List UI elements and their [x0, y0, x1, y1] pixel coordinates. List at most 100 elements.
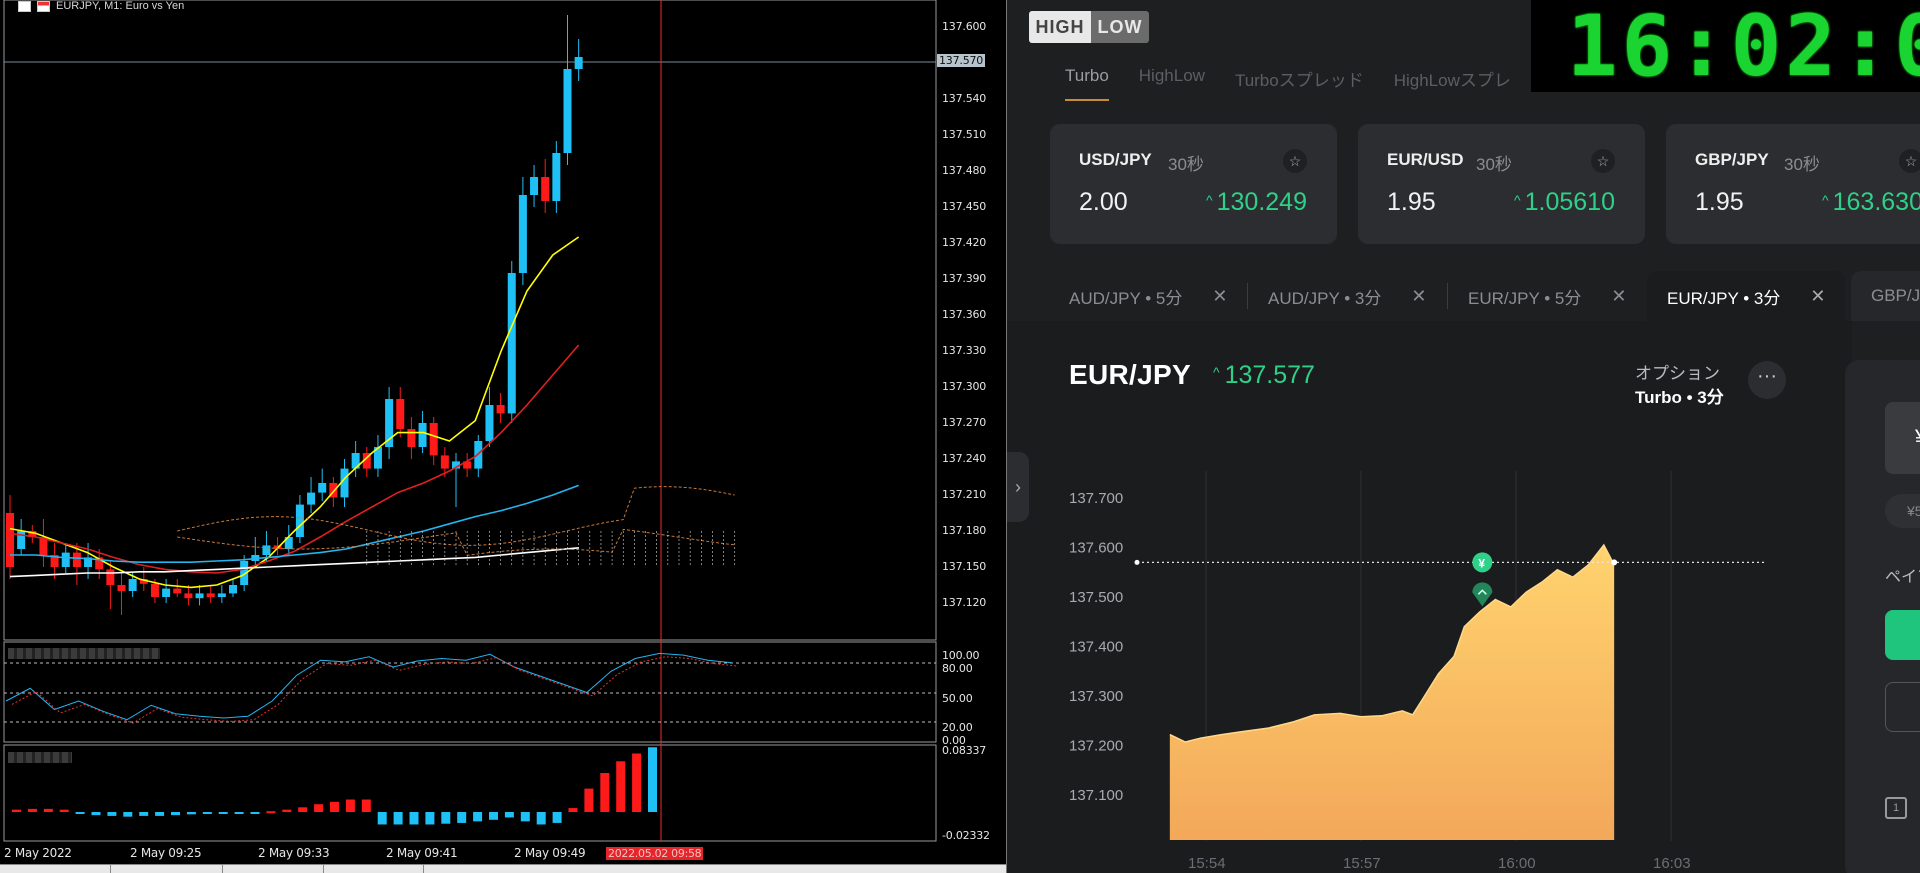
- favorite-star-icon[interactable]: ☆: [1899, 149, 1920, 173]
- trade-panel: ¥ ¥5 ペイア 1: [1845, 360, 1920, 873]
- candle-body: [61, 552, 70, 567]
- asset-tabs: AUD/JPY • 5分 ✕ AUD/JPY • 3分 ✕ EUR/JPY • 5分…: [1007, 271, 1920, 321]
- favorite-star-icon[interactable]: ☆: [1591, 149, 1615, 173]
- histogram-bar: [489, 812, 498, 820]
- highlow-logo[interactable]: HIGH LOW: [1029, 11, 1149, 43]
- asset-tab-active[interactable]: EUR/JPY • 3分 ✕: [1647, 271, 1846, 321]
- x-axis-label: 16:03: [1653, 855, 1691, 872]
- chart-price: ^ 137.577: [1213, 361, 1315, 390]
- asset-tab[interactable]: GBP/JPY: [1851, 271, 1920, 321]
- tab-highlow[interactable]: HighLow: [1138, 66, 1205, 85]
- tab-turbo[interactable]: Turbo: [1065, 66, 1109, 101]
- histogram-bar: [59, 809, 69, 812]
- candle-body: [106, 569, 115, 585]
- option-value: Turbo • 3分: [1635, 388, 1724, 407]
- entry-marker-up-icon: [1472, 582, 1493, 607]
- close-icon[interactable]: ✕: [1212, 285, 1228, 306]
- y-axis-label: 137.300: [1069, 688, 1123, 705]
- low-button[interactable]: [1885, 682, 1920, 732]
- histogram-bar: [616, 761, 626, 812]
- candle-body: [84, 557, 93, 567]
- histogram-bar: [218, 812, 228, 814]
- histogram-bar: [584, 788, 594, 812]
- ma-mid-line: [9, 344, 580, 574]
- histogram-bar: [43, 808, 53, 812]
- logo-high: HIGH: [1029, 11, 1091, 43]
- stoch-axis-label: 20.00: [942, 721, 973, 734]
- asset-card-eurusd[interactable]: EUR/USD 30秒 ☆ 1.95 ^ 1.05610: [1358, 124, 1645, 244]
- histogram-bar: [91, 812, 101, 816]
- close-icon[interactable]: ✕: [1810, 285, 1826, 306]
- favorite-star-icon[interactable]: ☆: [1283, 149, 1307, 173]
- time-axis-label: 2 May 09:49: [514, 846, 586, 860]
- x-axis-label: 16:00: [1498, 855, 1536, 872]
- price-axis-label: 137.480: [942, 164, 987, 177]
- stoch-signal-line: [11, 656, 739, 724]
- histogram-bar: [504, 812, 514, 818]
- y-axis-label: 137.400: [1069, 639, 1123, 656]
- info-icon[interactable]: 1: [1885, 797, 1907, 819]
- time-axis-label: 2 May 2022: [4, 846, 72, 860]
- asset-card-gbpjpy[interactable]: GBP/JPY 30秒 ☆ 1.95 ^ 163.630: [1666, 124, 1920, 244]
- close-icon[interactable]: ✕: [1411, 285, 1427, 306]
- tab-turbo-spread[interactable]: Turboスプレッド: [1234, 71, 1364, 90]
- hist-axis-label: 0.08337: [942, 744, 987, 757]
- histogram-bar: [345, 799, 355, 812]
- close-icon[interactable]: ✕: [1611, 285, 1627, 306]
- price-axis-label: 137.330: [942, 344, 987, 357]
- stoch-main-line: [5, 652, 733, 721]
- histogram-bar: [298, 807, 308, 812]
- price-line: [1169, 543, 1615, 743]
- histogram-bar: [234, 812, 244, 814]
- candle-body: [507, 273, 516, 414]
- highlow-app: HIGH LOW Turbo HighLow Turboスプレッド HighLo…: [1007, 0, 1920, 873]
- candle-body: [574, 57, 583, 69]
- asset-tab-label: EUR/JPY • 3分: [1667, 288, 1781, 308]
- price-axis-label: 137.600: [942, 20, 987, 33]
- asset-tab[interactable]: AUD/JPY • 3分 ✕: [1268, 271, 1426, 321]
- candle-body: [329, 483, 338, 498]
- histogram-bar: [75, 812, 85, 814]
- y-axis-label: 137.700: [1069, 490, 1123, 507]
- price-area: [1169, 545, 1615, 840]
- time-cursor-label: 2022.05.02 09:58: [606, 847, 704, 860]
- chevron-right-icon[interactable]: ›: [1007, 452, 1029, 522]
- candle-body: [396, 399, 405, 429]
- asset-tab-label: GBP/JPY: [1871, 286, 1920, 305]
- x-axis-label: 15:57: [1343, 855, 1381, 872]
- candle-body: [195, 593, 204, 599]
- histogram-bar: [552, 812, 562, 823]
- candle-body: [39, 537, 48, 555]
- histogram-bar: [520, 812, 530, 822]
- y-axis-label: 137.500: [1069, 589, 1123, 606]
- histogram-bar: [536, 812, 546, 825]
- investment-amount-input[interactable]: ¥: [1885, 402, 1920, 474]
- candle-body: [429, 423, 438, 456]
- histogram-bar: [425, 812, 435, 825]
- high-button[interactable]: [1885, 610, 1920, 660]
- card-duration: 30秒: [1784, 155, 1820, 174]
- price-chart[interactable]: 137.700 137.600 137.500 137.400 137.300 137.2…: [1007, 321, 1852, 873]
- time-axis-label: 2 May 09:25: [130, 846, 202, 860]
- mt4-chart-window: EURJPY, M1: Euro vs Yen 137.600 137.540 13…: [0, 0, 1006, 873]
- mt4-tab-bar[interactable]: [0, 864, 1006, 873]
- candle-body: [563, 69, 572, 153]
- ma-fast-line: [9, 236, 580, 589]
- card-payout: 1.95: [1387, 188, 1436, 216]
- candle-body: [128, 579, 137, 591]
- more-options-button[interactable]: ···: [1748, 361, 1786, 399]
- candle-body: [139, 579, 148, 584]
- asset-tab[interactable]: EUR/JPY • 5分 ✕: [1468, 271, 1626, 321]
- candle-body: [530, 177, 539, 195]
- candle-body: [262, 545, 271, 555]
- quick-amount-button[interactable]: ¥5: [1885, 494, 1920, 528]
- histogram-bar: [314, 804, 324, 812]
- candle-body: [307, 492, 316, 505]
- asset-card-usdjpy[interactable]: USD/JPY 30秒 ☆ 2.00 ^ 130.249: [1050, 124, 1337, 244]
- asset-tab[interactable]: AUD/JPY • 5分 ✕: [1069, 271, 1227, 321]
- card-price: ^ 1.05610: [1514, 188, 1615, 217]
- histogram-bar: [473, 812, 483, 822]
- candle-body: [496, 405, 505, 414]
- tab-highlow-spread[interactable]: HighLowスプレ: [1393, 71, 1511, 90]
- mt4-chart-canvas[interactable]: [0, 0, 1006, 873]
